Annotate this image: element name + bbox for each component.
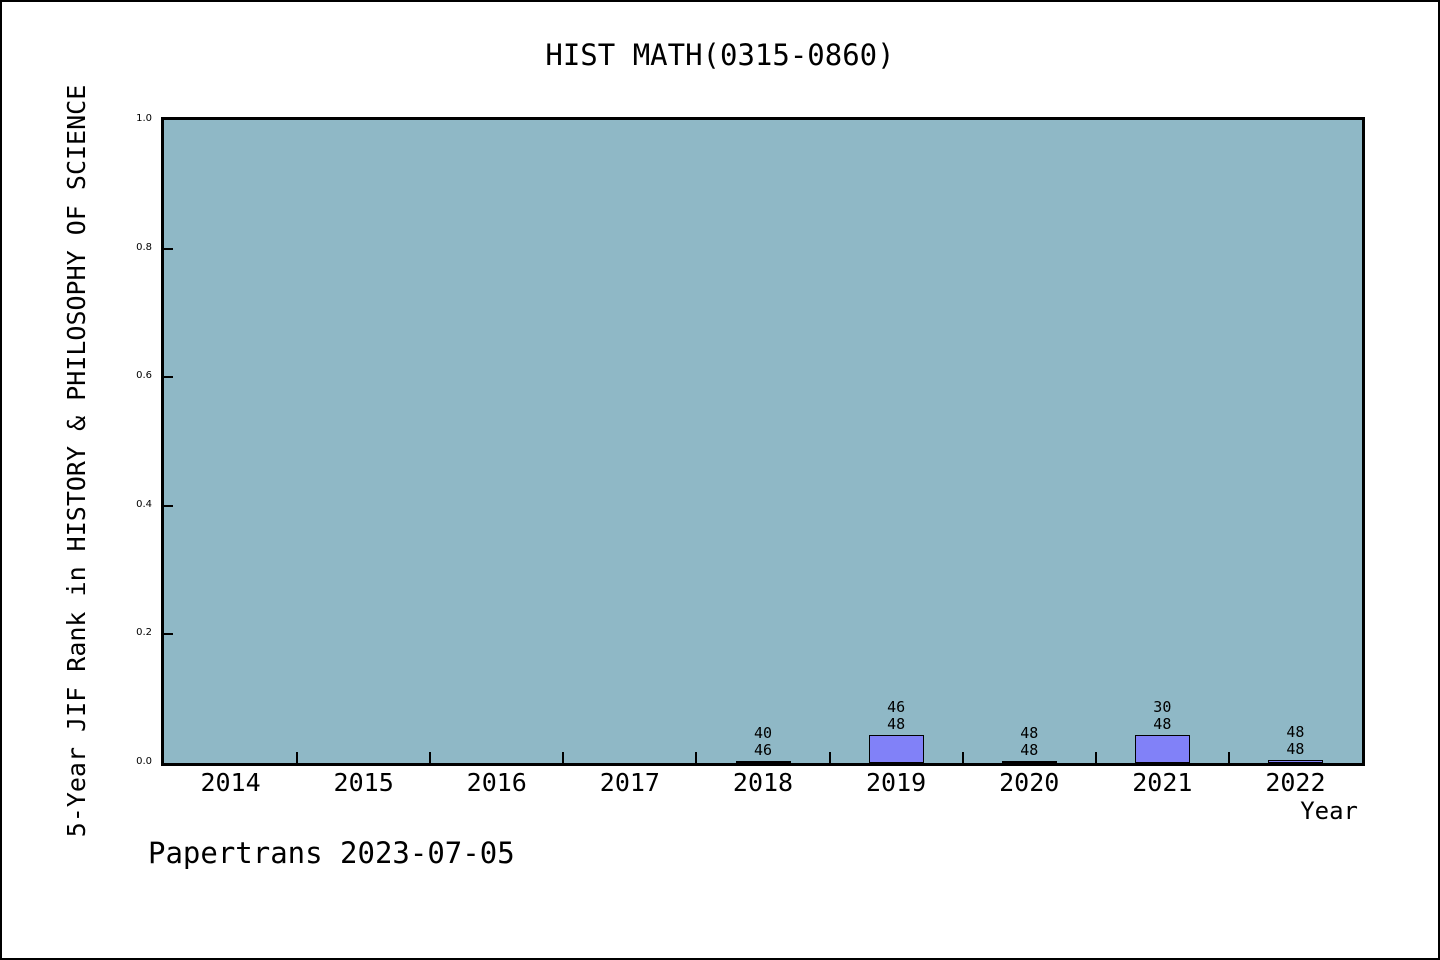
x-tick-label-2014: 2014 xyxy=(200,768,261,797)
bar-label-2019: 46 48 xyxy=(887,697,906,733)
y-tick xyxy=(164,247,173,250)
x-tick xyxy=(562,752,565,763)
y-tick-label-0.2: 0.2 xyxy=(136,627,152,639)
x-tick-label-2018: 2018 xyxy=(732,768,794,797)
x-tick xyxy=(695,752,698,763)
y-tick-label-1.0: 1.0 xyxy=(136,113,152,124)
y-tick-label-0.4: 0.4 xyxy=(136,498,152,510)
bar-label-2022: 48 48 xyxy=(1286,722,1305,758)
plot-area xyxy=(161,117,1365,766)
x-tick xyxy=(296,752,299,763)
bar-2021 xyxy=(1134,734,1190,763)
footer-watermark: Papertrans 2023-07-05 xyxy=(148,836,515,870)
y-tick-label-0.6: 0.6 xyxy=(136,370,152,382)
x-tick xyxy=(961,752,964,763)
x-tick-label-2016: 2016 xyxy=(466,768,527,797)
y-tick xyxy=(164,376,173,379)
x-tick-label-2021: 2021 xyxy=(1132,768,1193,797)
y-tick xyxy=(164,504,173,507)
bar-2020 xyxy=(1001,761,1057,763)
x-tick xyxy=(429,752,432,763)
bar-2022 xyxy=(1267,759,1323,763)
y-tick-label-0.8: 0.8 xyxy=(136,241,152,253)
y-axis-label: 5-Year JIF Rank in HISTORY & PHILOSOPHY … xyxy=(62,84,91,838)
bar-label-2020: 48 48 xyxy=(1020,724,1039,759)
x-tick-label-2017: 2017 xyxy=(599,768,660,797)
x-tick-label-2015: 2015 xyxy=(333,768,394,797)
bar-2019 xyxy=(868,734,924,763)
bar-label-2018: 40 46 xyxy=(753,724,773,759)
x-tick xyxy=(1094,752,1097,763)
bar-label-2021: 30 48 xyxy=(1153,697,1172,733)
x-tick-label-2022: 2022 xyxy=(1265,768,1326,797)
bar-2018 xyxy=(735,761,791,763)
y-tick-label-0.0: 0.0 xyxy=(136,756,152,767)
x-tick-label-2020: 2020 xyxy=(999,768,1060,797)
x-tick xyxy=(828,752,831,763)
chart-title: HIST MATH(0315-0860) xyxy=(545,38,895,72)
y-tick xyxy=(164,633,173,636)
x-tick xyxy=(1227,752,1230,763)
x-axis-label: Year xyxy=(1300,797,1358,825)
x-tick-label-2019: 2019 xyxy=(866,768,927,797)
